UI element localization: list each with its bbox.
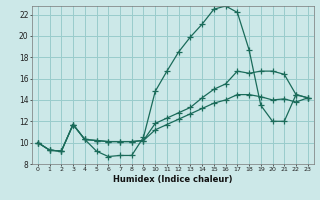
X-axis label: Humidex (Indice chaleur): Humidex (Indice chaleur) — [113, 175, 233, 184]
